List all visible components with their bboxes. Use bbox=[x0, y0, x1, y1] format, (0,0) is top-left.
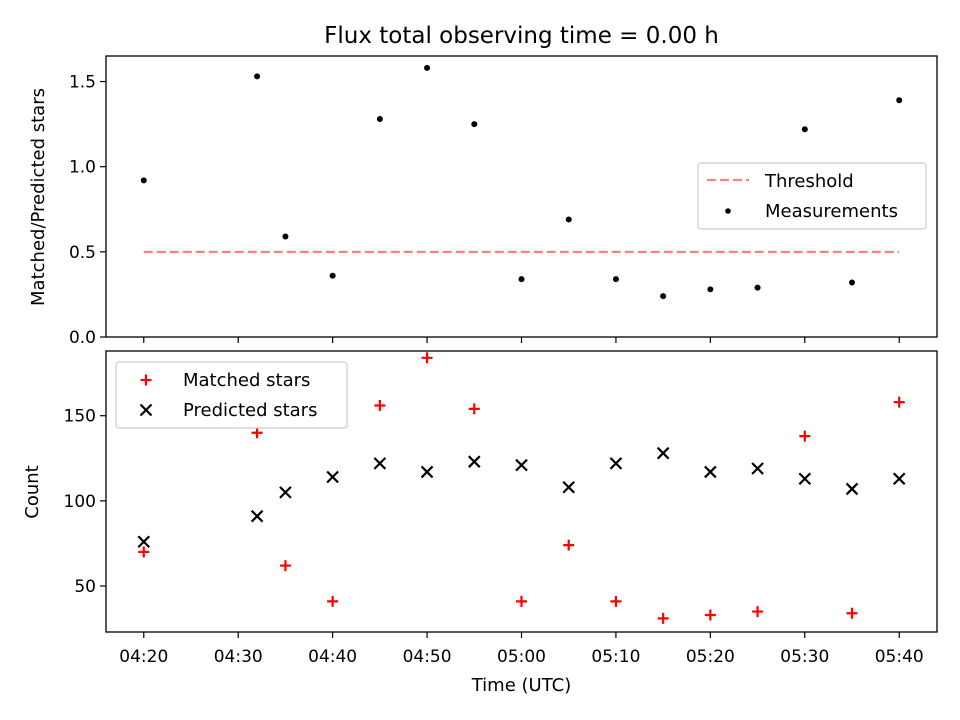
legend-predicted-swatch bbox=[139, 403, 153, 417]
measurement-point bbox=[518, 276, 525, 283]
legend-predicted-label: Predicted stars bbox=[183, 400, 317, 421]
matched-star-point bbox=[563, 539, 575, 551]
matched-star-point bbox=[657, 612, 669, 624]
predicted-star-point bbox=[137, 535, 151, 549]
plot-frame bbox=[105, 350, 938, 633]
measurement-point bbox=[754, 284, 761, 291]
legend-measurements-label: Measurements bbox=[765, 201, 898, 222]
predicted-star-point bbox=[279, 486, 292, 499]
measurement-point bbox=[471, 121, 478, 128]
measurement-point bbox=[612, 276, 619, 283]
predicted-star-point bbox=[515, 458, 528, 472]
matched-star-point bbox=[421, 352, 433, 364]
y-tick-label: 1.5 bbox=[69, 73, 96, 93]
measurement-point bbox=[849, 279, 856, 286]
matched-star-point bbox=[279, 560, 291, 572]
y-tick-label: 50 bbox=[74, 577, 96, 597]
x-tick-label: 04:30 bbox=[214, 647, 263, 667]
matched-star-point bbox=[893, 396, 905, 408]
predicted-star-point bbox=[656, 446, 670, 460]
legend-box bbox=[697, 162, 927, 230]
predicted-star-point bbox=[373, 457, 387, 470]
matched-star-point bbox=[516, 595, 527, 607]
matched-star-point bbox=[799, 430, 811, 442]
measurement-point bbox=[140, 177, 147, 184]
predicted-star-point bbox=[798, 472, 812, 486]
predicted-star-point bbox=[562, 480, 575, 494]
y-tick-label: 100 bbox=[64, 492, 96, 512]
measurement-point bbox=[565, 216, 572, 223]
predicted-star-point bbox=[892, 472, 906, 486]
measurement-point bbox=[254, 73, 261, 80]
y-tick-label: 0.0 bbox=[69, 328, 96, 348]
legend-matched-label: Matched stars bbox=[183, 370, 310, 391]
y-axis-label: Count bbox=[22, 465, 43, 518]
flux-ratio-panel: 0.0 0.5 1.0 1.5 Matched/Predicted stars Thr… bbox=[28, 55, 938, 348]
legend: Threshold Measurements bbox=[697, 162, 927, 230]
x-tick-label: 04:40 bbox=[308, 647, 357, 667]
measurement-point bbox=[896, 97, 903, 104]
predicted-star-point bbox=[609, 457, 623, 470]
x-tick-label: 05:40 bbox=[875, 647, 924, 667]
predicted-star-point bbox=[704, 465, 717, 479]
matched-star-point bbox=[468, 403, 480, 415]
x-tick-label: 05:30 bbox=[780, 647, 829, 667]
y-tick-label: 0.5 bbox=[69, 243, 96, 263]
matched-star-point bbox=[846, 607, 858, 619]
legend-measurements-swatch bbox=[725, 208, 731, 214]
legend: Matched stars Predicted stars bbox=[115, 361, 348, 429]
measurement-point bbox=[329, 272, 336, 279]
matched-star-point bbox=[251, 427, 263, 439]
measurement-point bbox=[707, 286, 714, 293]
predicted-star-point bbox=[468, 455, 481, 468]
predicted-star-point bbox=[845, 482, 859, 496]
y-axis-label: Matched/Predicted stars bbox=[28, 88, 49, 306]
legend-threshold-label: Threshold bbox=[764, 171, 854, 192]
x-axis-label: Time (UTC) bbox=[471, 675, 572, 696]
matched-star-point bbox=[610, 595, 622, 607]
y-tick-label: 150 bbox=[64, 407, 96, 427]
y-tick-label: 1.0 bbox=[69, 158, 96, 178]
predicted-star-point bbox=[420, 465, 434, 479]
matched-star-point bbox=[704, 609, 716, 621]
matched-star-point bbox=[374, 399, 386, 411]
matched-star-point bbox=[138, 546, 150, 558]
legend-matched-swatch bbox=[140, 374, 152, 386]
chart-title: Flux total observing time = 0.00 h bbox=[324, 23, 719, 49]
measurement-point bbox=[801, 126, 808, 133]
matched-star-point bbox=[752, 606, 764, 618]
measurement-point bbox=[660, 293, 667, 300]
legend-box bbox=[115, 361, 348, 429]
x-tick-label: 05:10 bbox=[591, 647, 640, 667]
measurement-point bbox=[376, 116, 383, 123]
x-tick-label: 05:00 bbox=[497, 647, 546, 667]
predicted-star-point bbox=[751, 462, 764, 475]
predicted-star-point bbox=[326, 470, 339, 484]
matched-star-point bbox=[327, 595, 339, 607]
measurement-point bbox=[424, 64, 431, 71]
x-tick-label: 04:20 bbox=[119, 647, 168, 667]
star-count-panel: 50 100 150 04:20 04:30 04:40 04:50 05:00 05:10 0… bbox=[22, 350, 938, 696]
x-tick-label: 04:50 bbox=[403, 647, 452, 667]
plot-frame bbox=[105, 55, 938, 338]
measurement-point bbox=[282, 233, 289, 240]
x-tick-label: 05:20 bbox=[686, 647, 735, 667]
predicted-star-point bbox=[250, 509, 264, 523]
